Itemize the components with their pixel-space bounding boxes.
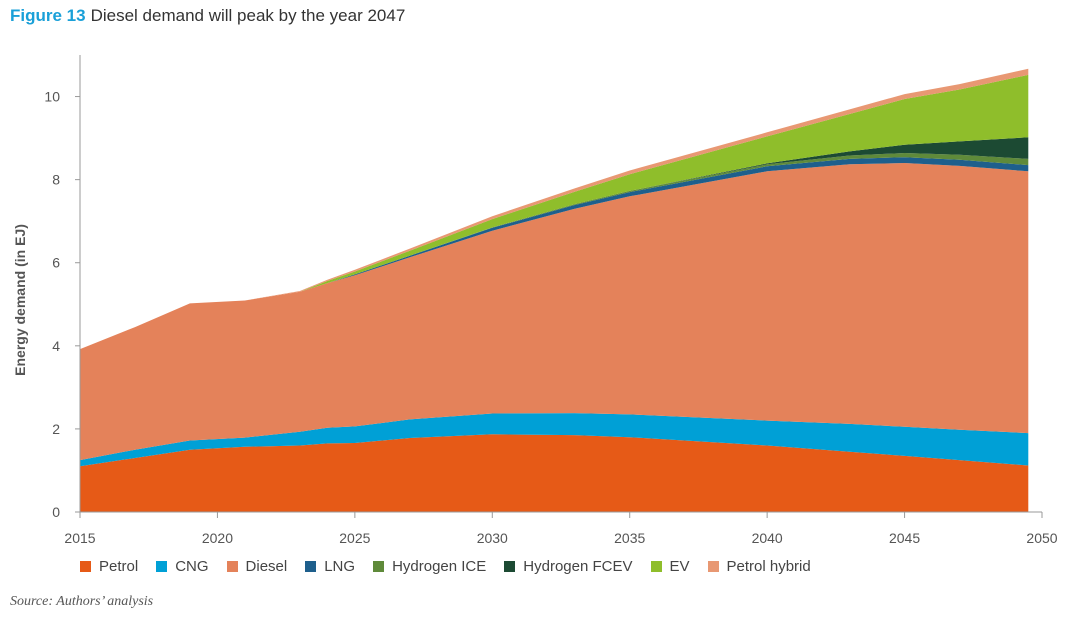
y-tick-labels: 0 2 4 6 8 10 [44, 89, 80, 520]
y-tick-label: 8 [52, 172, 60, 188]
area-cng [80, 413, 1029, 467]
legend-item-cng: CNG [156, 558, 209, 575]
legend-label: CNG [175, 558, 209, 575]
legend-item-lng: LNG [305, 558, 355, 575]
legend-swatch [504, 561, 516, 572]
area-ev [80, 74, 1029, 350]
figure-number: Figure 13 [10, 6, 86, 25]
x-tick-label: 2040 [752, 530, 783, 546]
x-tick-labels: 2015 2020 2025 2030 2035 2040 2045 2050 [64, 512, 1058, 546]
legend: Petrol CNG Diesel LNG Hydrogen ICE Hydrogen F… [80, 558, 811, 575]
y-tick-label: 4 [52, 338, 60, 354]
legend-label: Petrol hybrid [726, 558, 811, 575]
stacked-areas [80, 68, 1029, 512]
legend-swatch [305, 561, 317, 572]
x-tick-label: 2025 [339, 530, 370, 546]
legend-item-hydrogen-fcev: Hydrogen FCEV [504, 558, 633, 575]
axes [79, 55, 1042, 513]
x-tick-label: 2050 [1026, 530, 1057, 546]
legend-swatch [650, 561, 662, 572]
legend-swatch [80, 561, 91, 572]
legend-label: Petrol [99, 558, 139, 575]
legend-swatch [226, 561, 238, 572]
legend-label: Diesel [245, 558, 288, 575]
legend-label: LNG [324, 558, 356, 575]
legend-swatch [707, 561, 719, 572]
y-tick-label: 6 [52, 255, 60, 271]
y-tick-label: 10 [44, 89, 60, 105]
legend-item-petrol: Petrol [80, 558, 138, 575]
legend-swatch [156, 561, 168, 572]
chart-area: 0 2 4 6 8 10 2015 2020 2025 2030 2035 2040 2045 2050… [12, 55, 1058, 546]
legend-label: Hydrogen ICE [392, 558, 487, 575]
legend-label: Hydrogen FCEV [523, 558, 633, 575]
legend-label: EV [669, 558, 690, 575]
area-diesel [80, 163, 1029, 461]
y-tick-label: 0 [52, 504, 60, 520]
legend-item-ev: EV [650, 558, 690, 575]
y-axis-label: Energy demand (in EJ) [12, 224, 28, 376]
x-tick-label: 2020 [202, 530, 233, 546]
x-tick-label: 2015 [64, 530, 95, 546]
figure-title-text: Diesel demand will peak by the year 2047 [90, 6, 406, 25]
x-tick-label: 2030 [477, 530, 508, 546]
x-tick-label: 2045 [889, 530, 920, 546]
legend-swatch [373, 561, 385, 572]
chart-title: Figure 13 Diesel demand will peak by the … [10, 6, 405, 26]
legend-item-diesel: Diesel [226, 558, 288, 575]
x-tick-label: 2035 [614, 530, 645, 546]
y-tick-label: 2 [52, 421, 60, 437]
legend-item-hydrogen-ice: Hydrogen ICE [373, 558, 486, 575]
source-note: Source: Authors’ analysis [10, 594, 154, 609]
legend-item-petrol-hybrid: Petrol hybrid [707, 558, 811, 575]
area-petrol [80, 434, 1029, 512]
